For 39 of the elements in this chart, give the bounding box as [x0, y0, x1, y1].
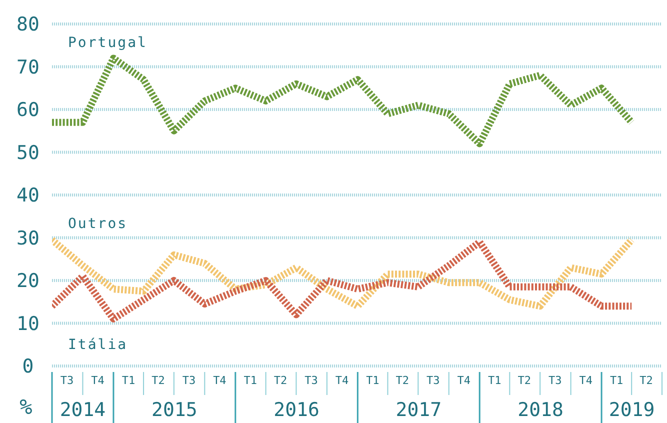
- y-tick-label: 80: [16, 14, 40, 36]
- text: 2019: [608, 399, 655, 421]
- x-tick-label: T2: [152, 374, 165, 387]
- x-tick-label: T1: [488, 374, 502, 387]
- x-tick-label: T1: [366, 374, 380, 387]
- x-tick-label: T4: [91, 374, 105, 387]
- x-tick-label: T2: [518, 374, 531, 387]
- y-tick-label: 30: [16, 227, 40, 250]
- y-tick-label: 0: [22, 356, 34, 378]
- x-tick-label: T3: [548, 374, 562, 387]
- text: 2017: [396, 399, 442, 421]
- x-tick-label: T3: [182, 374, 196, 387]
- x-tick-label: T3: [60, 374, 74, 387]
- text: 2014: [60, 399, 106, 421]
- y-tick-label: 50: [16, 142, 40, 164]
- series-label: Itália: [68, 337, 128, 353]
- x-tick-label: T4: [213, 374, 227, 387]
- x-tick-label: T1: [244, 374, 258, 387]
- y-tick-label: 20: [16, 270, 40, 292]
- y-tick-label: 10: [16, 312, 40, 335]
- y-axis-title: %: [20, 395, 33, 419]
- x-tick-label: T3: [426, 374, 440, 387]
- series-label: Outros: [68, 216, 128, 232]
- y-tick-label: 60: [16, 99, 40, 122]
- x-tick-label: T2: [274, 374, 288, 387]
- x-tick-label: T1: [122, 374, 136, 387]
- text: 2016: [274, 399, 320, 421]
- y-tick-label: 40: [16, 184, 40, 207]
- x-tick-label: T4: [457, 374, 471, 387]
- text: 2018: [518, 399, 564, 421]
- x-tick-label: T4: [335, 374, 349, 387]
- series-label: Portugal: [68, 35, 148, 51]
- x-tick-label: T3: [304, 374, 318, 387]
- y-tick-label: 70: [16, 56, 40, 78]
- x-tick-label: T2: [640, 374, 653, 387]
- x-tick-label: T1: [610, 374, 624, 387]
- x-tick-label: T2: [396, 374, 410, 387]
- text: 2015: [152, 399, 198, 421]
- x-tick-label: T4: [579, 374, 593, 387]
